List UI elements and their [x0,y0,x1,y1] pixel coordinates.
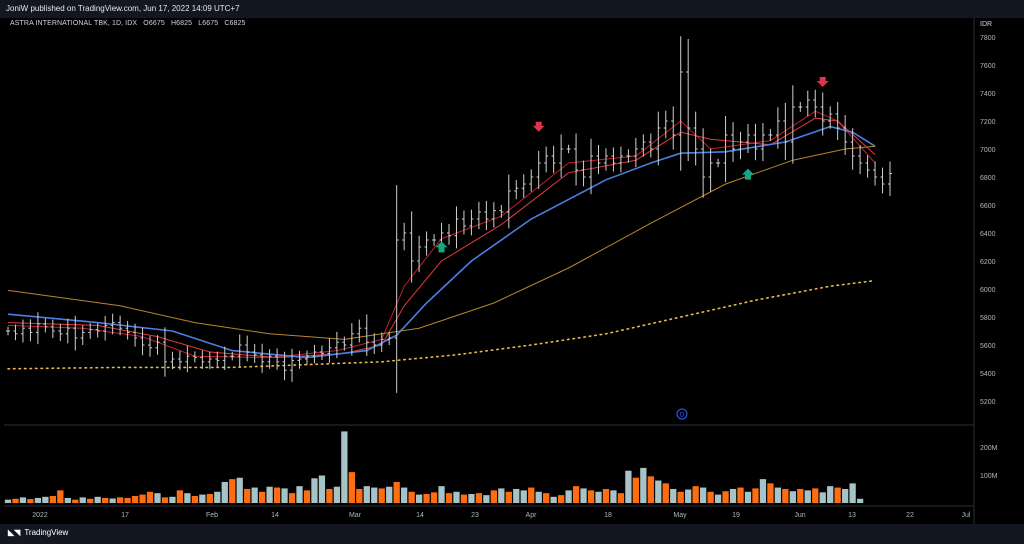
tradingview-brand[interactable]: ◣◥ TradingView [8,528,68,537]
published-text: JoniW published on TradingView.com, Jun … [6,4,240,13]
ohlc-close: C6825 [224,20,246,27]
currency-label: IDR [980,21,993,28]
symbol-name: ASTRA INTERNATIONAL TBK, 1D, IDX [10,20,138,27]
tradingview-logo-icon: ◣◥ [8,528,21,537]
brand-text: TradingView [24,528,69,537]
ohlc-low: L6675 [198,20,219,27]
symbol-legend: ASTRA INTERNATIONAL TBK, 1D, IDX O6675 H… [10,20,246,27]
ohlc-high: H6825 [170,20,193,27]
publish-header: JoniW published on TradingView.com, Jun … [0,0,1024,18]
chart-area[interactable] [0,18,1024,524]
ohlc-open: O6675 [143,20,165,27]
footer-bar: ◣◥ TradingView [0,524,1024,544]
